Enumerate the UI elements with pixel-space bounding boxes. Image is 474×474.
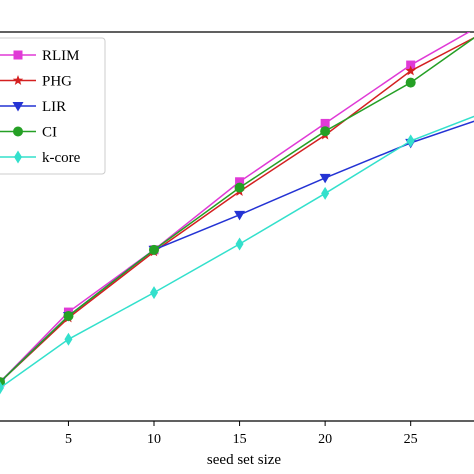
data-point-k-core bbox=[150, 286, 159, 300]
data-point-lir bbox=[319, 173, 331, 184]
x-tick-label: 15 bbox=[233, 432, 247, 447]
legend-label: PHG bbox=[42, 74, 72, 90]
legend-item-phg: PHG bbox=[0, 74, 72, 90]
legend-label: k-core bbox=[42, 150, 81, 166]
legend-swatch-marker bbox=[12, 102, 24, 112]
legend-label: RLIM bbox=[42, 48, 80, 64]
data-point-k-core bbox=[321, 186, 330, 200]
legend-swatch-marker bbox=[13, 50, 23, 60]
x-tick-label: 10 bbox=[147, 432, 161, 447]
data-point-ci bbox=[149, 244, 160, 255]
legend-label: CI bbox=[42, 125, 57, 141]
legend-swatch-marker bbox=[14, 150, 22, 164]
x-axis-label: seed set size bbox=[207, 452, 281, 468]
legend-item-rlim: RLIM bbox=[0, 48, 80, 64]
data-point-ci bbox=[63, 310, 74, 321]
x-tick-label: 20 bbox=[318, 432, 332, 447]
series-layer bbox=[0, 32, 474, 395]
data-point-ci bbox=[234, 182, 245, 193]
legend-label: LIR bbox=[42, 99, 66, 115]
data-point-phg bbox=[405, 65, 416, 76]
data-point-rlim bbox=[406, 60, 416, 70]
x-axis-ticks: 5 10 15 20 25 bbox=[65, 421, 418, 447]
legend-box bbox=[0, 37, 106, 175]
x-tick-label: 25 bbox=[404, 432, 418, 447]
x-tick-label: 5 bbox=[65, 432, 72, 447]
data-point-ci bbox=[320, 126, 331, 137]
legend-item-ci: CI bbox=[0, 125, 57, 141]
series-k-core bbox=[0, 115, 474, 395]
legend-item-lir: LIR bbox=[0, 99, 66, 115]
data-point-k-core bbox=[406, 134, 415, 148]
data-point-k-core bbox=[0, 381, 4, 395]
legend-item-k-core: k-core bbox=[0, 150, 81, 166]
data-point-lir bbox=[234, 210, 246, 221]
data-point-k-core bbox=[64, 332, 73, 346]
legend-swatch-marker bbox=[12, 75, 24, 85]
legend-swatch-marker bbox=[13, 126, 23, 137]
data-point-ci bbox=[405, 77, 416, 88]
data-point-rlim bbox=[320, 118, 330, 128]
data-point-k-core bbox=[235, 237, 244, 251]
legend-items: RLIM PHG LIR CI k-core bbox=[0, 48, 81, 166]
data-point-rlim bbox=[235, 177, 245, 187]
legend: RLIM PHG LIR CI k-core bbox=[0, 37, 106, 175]
